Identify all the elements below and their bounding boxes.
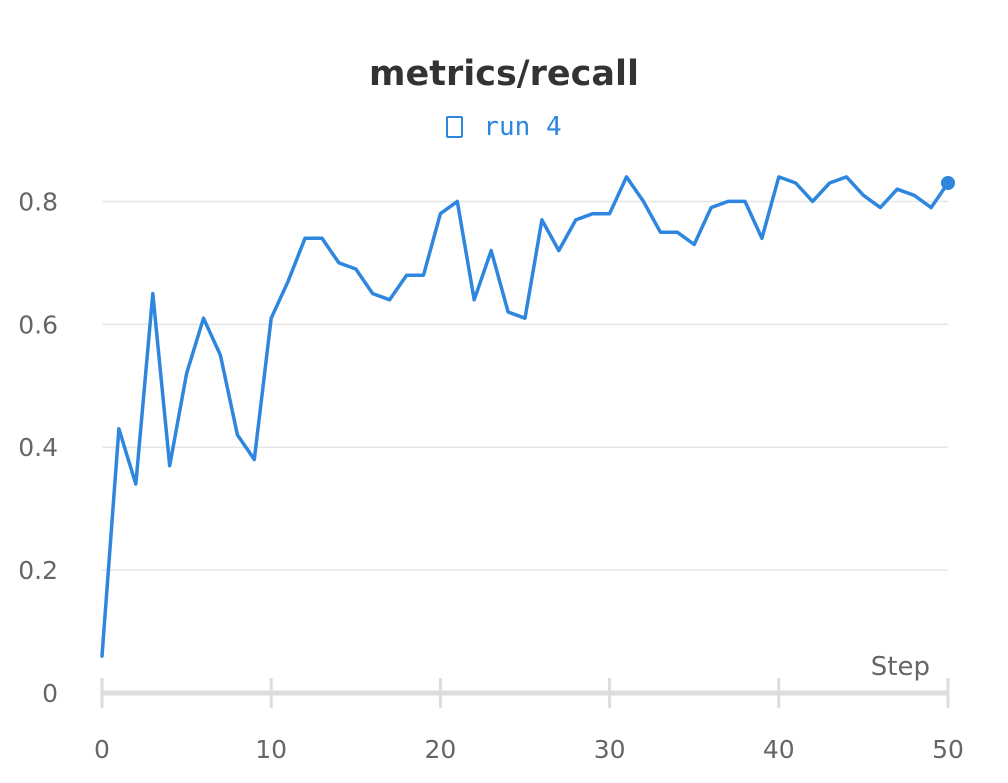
legend-series-name: run 4	[483, 112, 562, 142]
y-tick-label: 0.8	[18, 187, 58, 216]
x-tick-label: 30	[594, 735, 626, 764]
gridlines	[102, 200, 948, 571]
x-tick-label: 50	[932, 735, 964, 764]
y-tick-label: 0	[42, 679, 58, 708]
y-tick-label: 0.2	[18, 556, 58, 585]
legend-swatch-icon	[446, 116, 464, 138]
x-tick-label: 40	[763, 735, 795, 764]
last-point-marker[interactable]	[941, 176, 955, 191]
x-tick-label: 20	[424, 735, 456, 764]
y-axis-ticks: 0 0.2 0.4 0.6 0.8	[18, 187, 58, 708]
chart-title: metrics/recall	[369, 54, 639, 94]
x-tick-label: 10	[255, 735, 287, 764]
series-line	[100, 175, 950, 658]
x-tick-label: 0	[94, 735, 110, 764]
y-tick-label: 0.6	[18, 310, 58, 339]
legend[interactable]: run 4	[0, 112, 1008, 142]
x-axis-label: Step	[871, 652, 930, 682]
y-tick-label: 0.4	[18, 433, 58, 462]
series-layer	[100, 175, 955, 658]
x-axis: 0 10 20 30 40 50	[94, 678, 964, 764]
